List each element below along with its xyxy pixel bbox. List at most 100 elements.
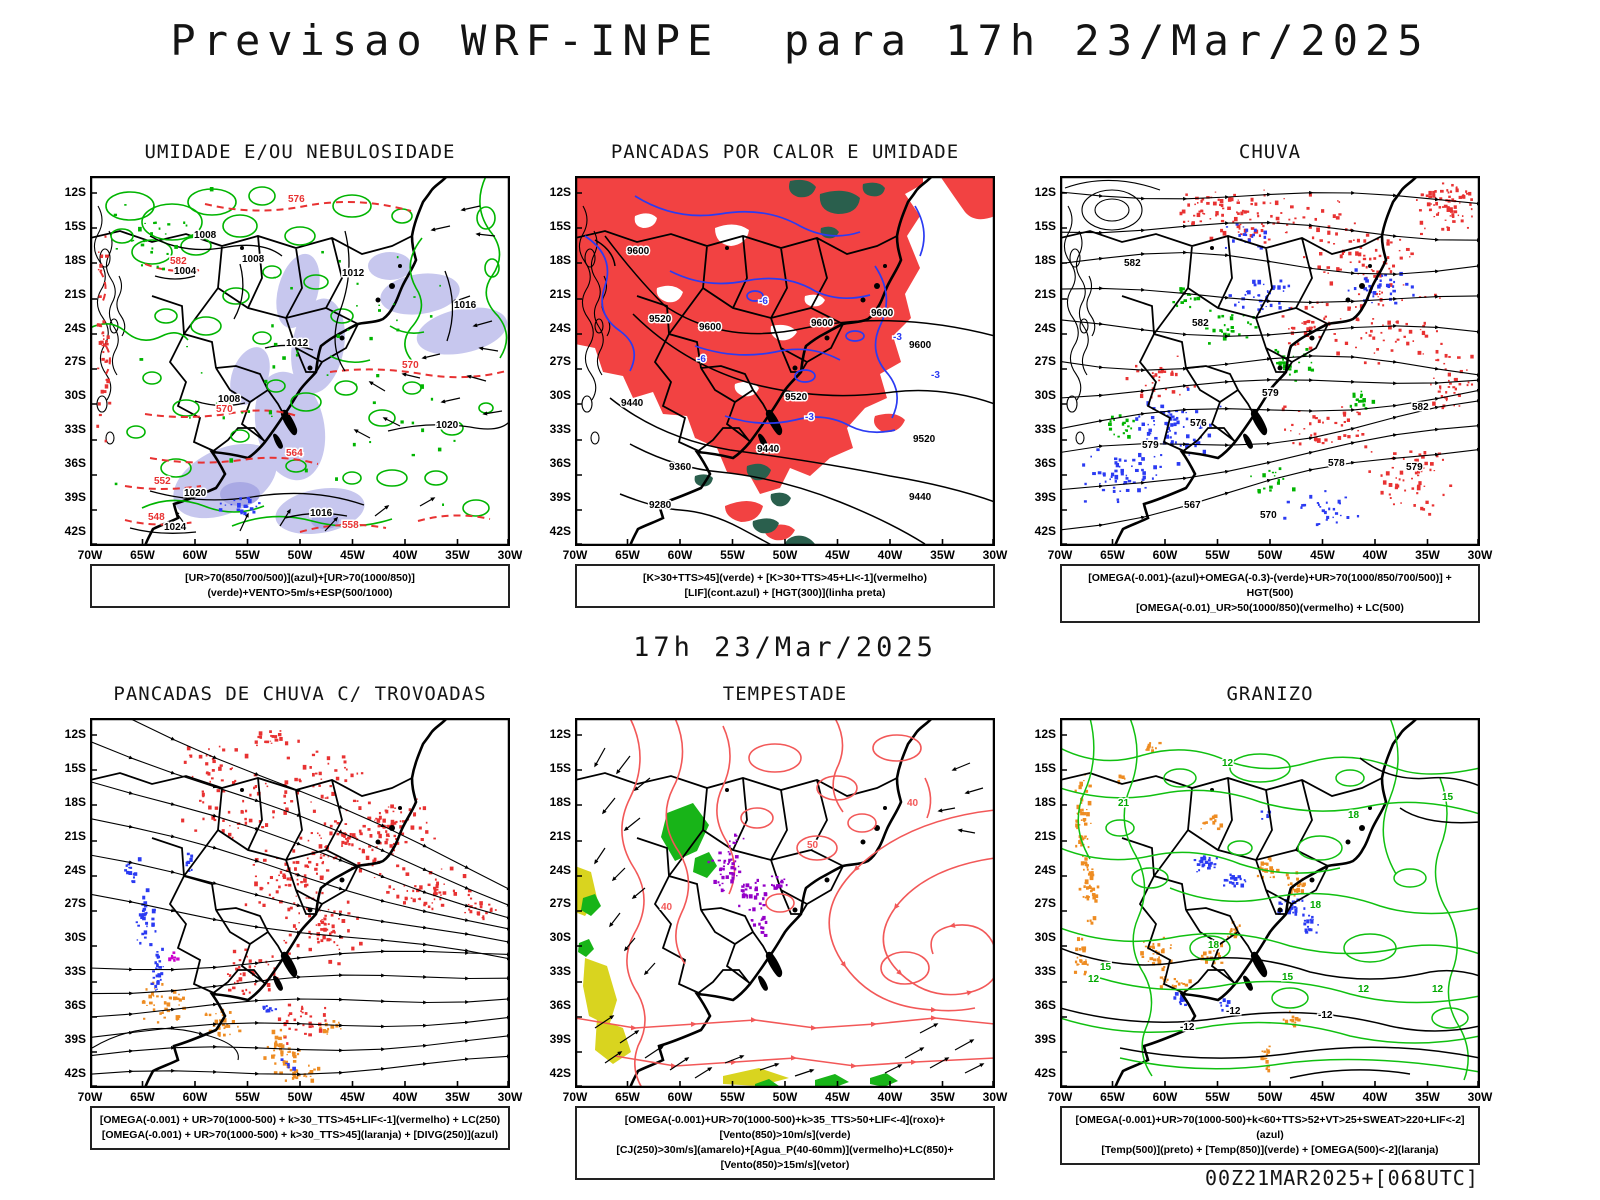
longitude-axis: 70W 65W 60W 55W 50W 45W 40W 35W 30W	[77, 548, 523, 562]
svg-text:564: 564	[286, 448, 303, 459]
lifted-index-blue-contours	[584, 195, 925, 434]
svg-text:40: 40	[907, 798, 919, 809]
map-canvas-pancadas-calor: 9600 9520 9600 9600 9600 9600 9440 9520 …	[575, 176, 995, 546]
caption-line-1: [OMEGA(-0.001)+UR>70(1000-500)+k<60+TTS>…	[1075, 1114, 1465, 1141]
svg-text:9280: 9280	[649, 500, 672, 511]
svg-text:15: 15	[1442, 792, 1454, 803]
svg-text:1012: 1012	[286, 338, 309, 349]
wind-vector-arrows	[175, 205, 503, 532]
weather-map-tempestade: 40 50 40 12S 15S 18S 21S 24S 27S 30S 33S 36S 39S 4…	[550, 718, 1007, 1104]
svg-text:18: 18	[1310, 900, 1322, 911]
latitude-axis: 12S 15S 18S 21S 24S 27S 30S 33S 36S 39S 42S	[549, 727, 571, 1080]
panel-chuva: CHUVA 582 582 579 576 579 582 5	[1035, 140, 1492, 623]
map-canvas-tempestade: 40 50 40	[575, 718, 995, 1088]
svg-text:-12: -12	[1226, 1006, 1241, 1017]
svg-text:582: 582	[1192, 318, 1209, 329]
svg-text:1020: 1020	[436, 420, 459, 431]
convective-red-fill	[575, 176, 995, 541]
latitude-axis: 12S 15S 18S 21S 24S 27S 30S 33S 36S 39S 42S	[549, 185, 571, 538]
svg-text:576: 576	[288, 194, 305, 205]
panel-umidade-nebulosidade: UMIDADE E/OU NEBULOSIDADE	[65, 140, 522, 608]
svg-text:-6: -6	[759, 296, 768, 307]
panel-pancadas-calor: PANCADAS POR CALOR E UMIDADE	[550, 140, 1007, 608]
svg-text:9440: 9440	[909, 492, 932, 503]
legend-caption: [OMEGA(-0.001)-(azul)+OMEGA(-0.3)-(verde…	[1060, 564, 1480, 623]
svg-text:582: 582	[170, 256, 187, 267]
latitude-axis: 12S 15S 18S 21S 24S 27S 30S 33S 36S 39S 42S	[1034, 727, 1056, 1080]
svg-text:15: 15	[1100, 962, 1112, 973]
temp850-green-contours	[1060, 718, 1480, 1081]
svg-text:9440: 9440	[621, 398, 644, 409]
streamline-layer	[1060, 190, 1480, 531]
panel-title: PANCADAS POR CALOR E UMIDADE	[610, 141, 960, 163]
caption-line-1: [OMEGA(-0.001)-(azul)+OMEGA(-0.3)-(verde…	[1088, 572, 1452, 599]
thickness-red-dashed-contours	[99, 201, 510, 533]
svg-text:12: 12	[1432, 984, 1444, 995]
panel-title: UMIDADE E/OU NEBULOSIDADE	[144, 141, 456, 163]
svg-text:582: 582	[1412, 402, 1429, 413]
contour-value-labels: 40 50 40	[660, 797, 921, 915]
svg-text:567: 567	[1184, 500, 1201, 511]
svg-text:9520: 9520	[649, 314, 672, 325]
svg-text:582: 582	[1124, 258, 1141, 269]
svg-text:558: 558	[342, 520, 359, 531]
caption-line-1: [OMEGA(-0.001) + UR>70(1000-500) + k>30_…	[99, 1114, 501, 1126]
svg-text:579: 579	[1406, 462, 1423, 473]
svg-text:9520: 9520	[913, 434, 936, 445]
weather-map-pancadas-trovoadas: 12S 15S 18S 21S 24S 27S 30S 33S 36S 39S 42S 70W 65W…	[65, 718, 522, 1104]
pressure-black-contours	[129, 230, 510, 534]
caption-line-2: [LIF](cont.azul) + [HGT(300)](linha pret…	[684, 587, 886, 599]
svg-text:9600: 9600	[871, 308, 894, 319]
svg-text:-3: -3	[893, 332, 902, 343]
svg-text:1008: 1008	[242, 254, 265, 265]
temp500-black-contours	[1060, 757, 1480, 1079]
panel-title: TEMPESTADE	[722, 683, 848, 705]
wind-vector-arrows	[594, 747, 985, 1079]
svg-text:9440: 9440	[757, 444, 780, 455]
svg-text:1024: 1024	[164, 522, 187, 533]
legend-caption: [K>30+TTS>45](verde) + [K>30+TTS>45+LI<-…	[575, 564, 995, 608]
streamline-layer	[90, 718, 510, 1077]
svg-text:12: 12	[1222, 758, 1234, 769]
svg-text:40: 40	[661, 902, 673, 913]
green-humidity-contours	[90, 176, 508, 527]
weather-map-granizo: 12 21 18 15 18 15 12 12 15 12 18 -12 -12…	[1035, 718, 1492, 1104]
caption-line-2: [Temp(500)](preto) + [Temp(850)](verde) …	[1101, 1144, 1439, 1156]
map-canvas-pancadas-trovoadas	[90, 718, 510, 1088]
svg-text:9600: 9600	[627, 246, 650, 257]
panel-title: CHUVA	[1238, 141, 1302, 163]
contour-value-labels: 1008 1004 1008 1012 1016 1012 1008 1020 …	[147, 193, 479, 535]
legend-caption: [OMEGA(-0.001)+UR>70(1000-500)+k<60+TTS>…	[1060, 1106, 1480, 1165]
svg-text:1016: 1016	[310, 508, 333, 519]
svg-text:1008: 1008	[194, 230, 217, 241]
svg-text:9600: 9600	[699, 322, 722, 333]
caption-line-2: [CJ(250)>30m/s](amarelo)+[Agua_P(40-60mm…	[616, 1144, 954, 1171]
svg-text:579: 579	[1262, 388, 1279, 399]
caption-line-2: [OMEGA(-0.001) + UR>70(1000-500) + k>30_…	[101, 1129, 499, 1141]
svg-text:12: 12	[1358, 984, 1370, 995]
map-canvas-chuva: 582 582 579 576 579 582 579 578 567 570	[1060, 176, 1480, 546]
svg-text:-3: -3	[805, 412, 814, 423]
weather-map-chuva: 582 582 579 576 579 582 579 578 567 570 …	[1035, 176, 1492, 562]
storm-red-streamlines	[575, 718, 995, 1088]
contour-value-labels: 12 21 18 15 18 15 12 12 15 12 18 -12 -12…	[1087, 757, 1456, 1035]
panel-title: PANCADAS DE CHUVA C/ TROVOADAS	[113, 683, 487, 705]
longitude-axis: 70W 65W 60W 55W 50W 45W 40W 35W 30W	[562, 1090, 1008, 1104]
model-run-footer: 00Z21MAR2025+[068UTC]	[1205, 1166, 1479, 1190]
svg-text:1012: 1012	[342, 268, 365, 279]
svg-text:570: 570	[216, 404, 233, 415]
vortex-streamlines	[1064, 179, 1161, 231]
latitude-axis: 12S 15S 18S 21S 24S 27S 30S 33S 36S 39S 42S	[1034, 185, 1056, 538]
weather-map-umidade: 1008 1004 1008 1012 1016 1012 1008 1020 …	[65, 176, 522, 562]
weather-map-pancadas-calor: 9600 9520 9600 9600 9600 9600 9440 9520 …	[550, 176, 1007, 562]
svg-text:9600: 9600	[909, 340, 932, 351]
caption-line-1: [K>30+TTS>45](verde) + [K>30+TTS>45+LI<-…	[643, 572, 927, 584]
svg-text:-6: -6	[697, 354, 706, 365]
svg-text:570: 570	[1260, 510, 1277, 521]
svg-text:552: 552	[154, 476, 171, 487]
panel-title: GRANIZO	[1226, 683, 1314, 705]
svg-text:578: 578	[1328, 458, 1345, 469]
caption-line-1: [OMEGA(-0.001)+UR>70(1000-500)+k>35_TTS>…	[624, 1114, 946, 1141]
longitude-axis: 70W 65W 60W 55W 50W 45W 40W 35W 30W	[562, 548, 1008, 562]
